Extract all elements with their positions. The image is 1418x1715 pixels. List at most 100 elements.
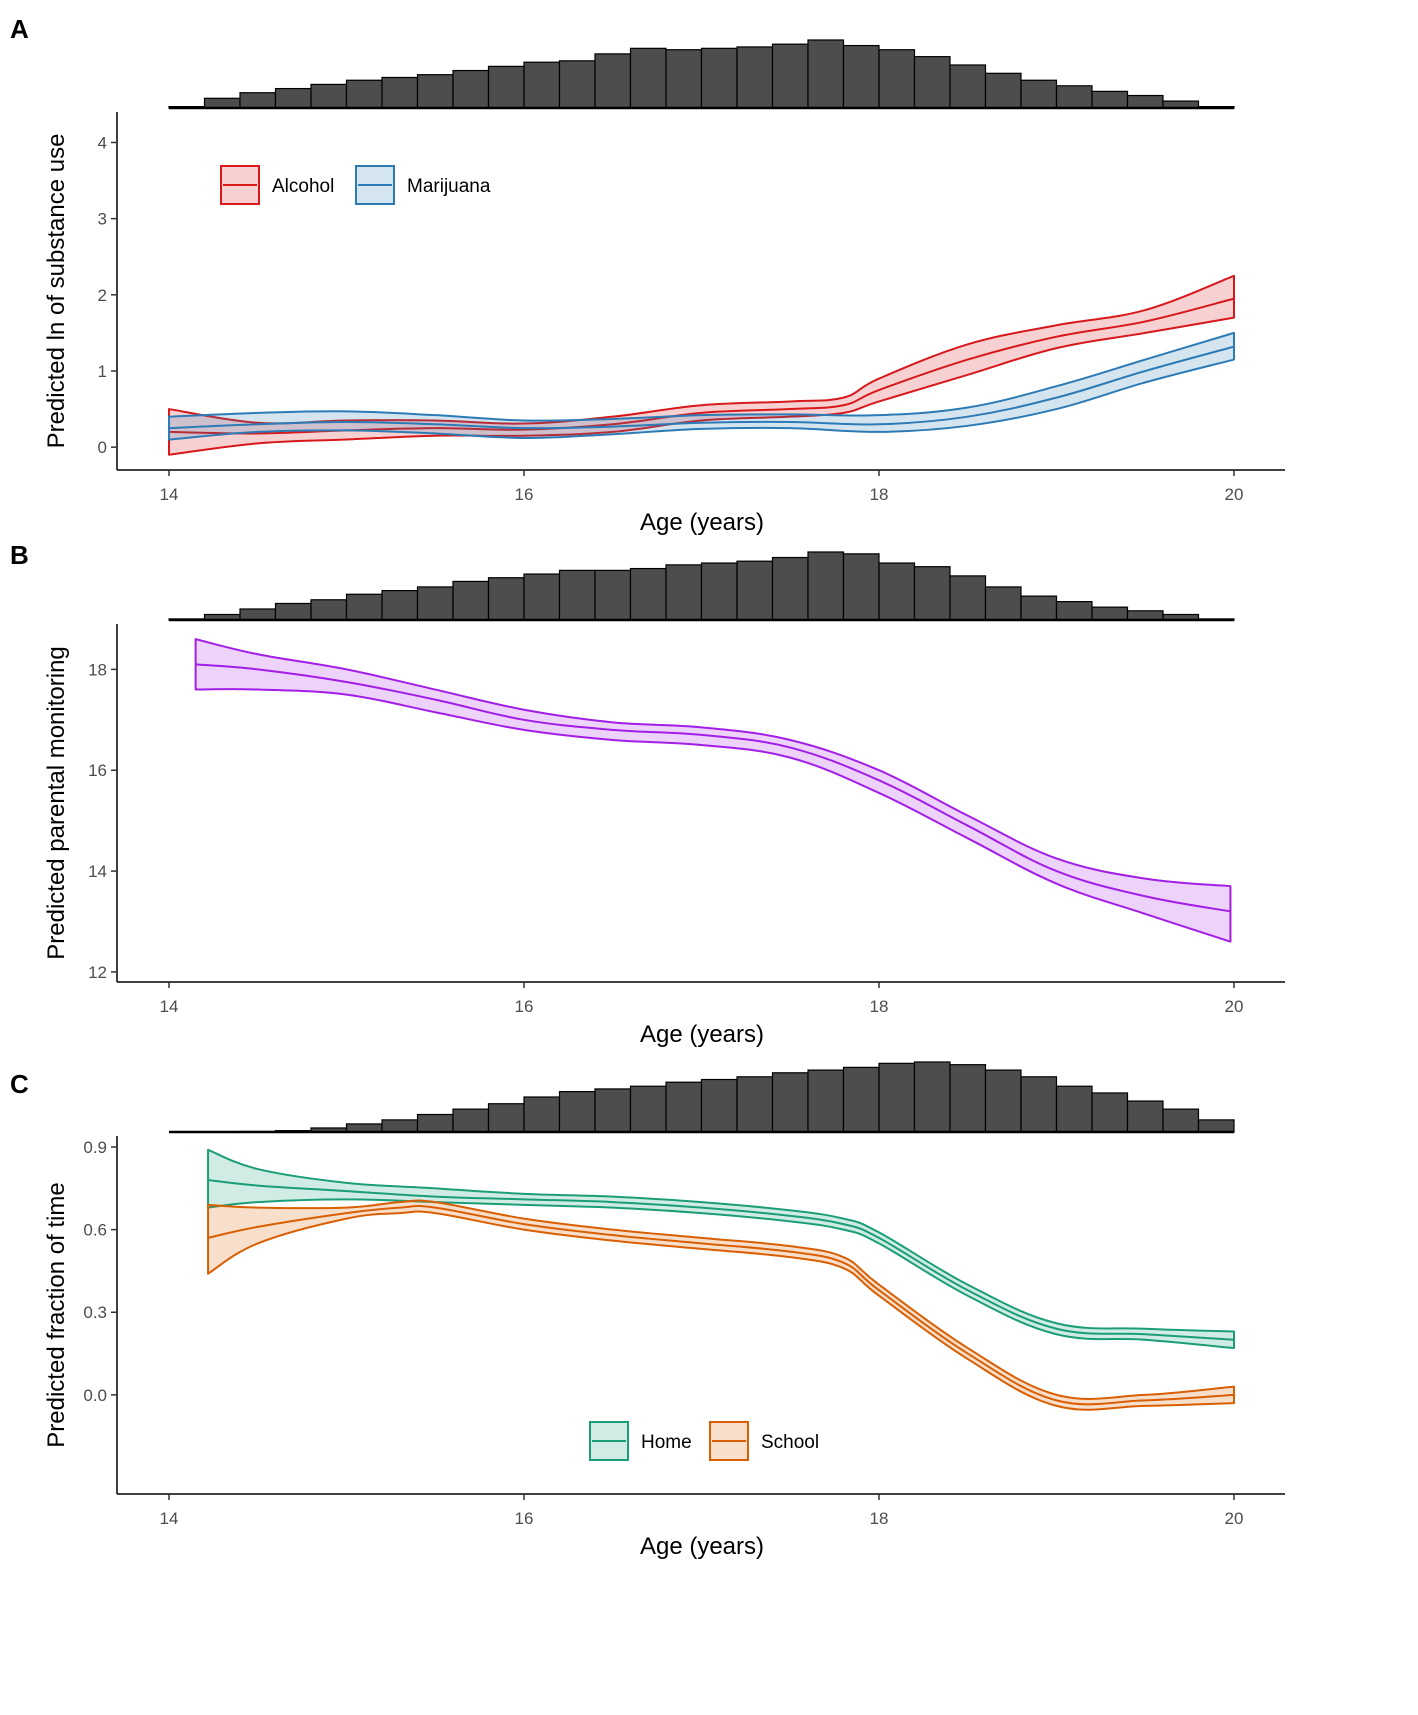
histogram-bar [984,1069,1022,1133]
histogram-bar [1091,90,1129,109]
panel-b: B 14 16 18 20 12 14 16 18 Age (years) Predicted pa… [10,540,1285,1048]
legend-label: School [761,1432,819,1453]
y-tick-label: 0 [98,438,107,457]
y-axis-title: Predicted fraction of time [43,1182,70,1447]
x-tick-label: 18 [870,997,889,1016]
histogram-bar [594,569,632,621]
histogram-bar [1020,595,1058,621]
series-home [207,1148,1235,1350]
histogram-bar [416,1113,454,1133]
histogram-bar [629,567,667,621]
histogram-bar [700,1078,738,1133]
x-tick-label: 16 [515,997,534,1016]
histogram-bar [984,72,1022,109]
confidence-band [168,274,1235,456]
x-tick-label: 20 [1225,1509,1244,1528]
histogram-bar [203,97,241,109]
legend: Alcohol Marijuana [220,165,491,205]
histogram-bar [878,562,916,621]
histogram-bar [736,46,774,109]
panel-letter: C [10,1069,29,1099]
y-tick-label: 1 [98,362,107,381]
x-tick-label: 18 [870,1509,889,1528]
histogram-bar [381,589,419,621]
y-tick-label: 0.9 [83,1138,107,1157]
confidence-band [207,1199,1235,1411]
x-axis-title: Age (years) [640,1533,764,1560]
histogram-bar [1055,601,1093,621]
histogram-bar [487,577,525,621]
age-histogram [169,1061,1235,1134]
confidence-band [207,1148,1235,1350]
legend-label: Home [641,1432,692,1453]
age-histogram [168,551,1235,622]
histogram-bar [487,65,525,109]
histogram-bar [1162,1108,1200,1133]
confidence-band [168,331,1235,441]
histogram-bar [1091,1092,1129,1133]
histogram-bar [523,1096,561,1133]
histogram-bar [1055,1085,1093,1133]
histogram-bar [558,1091,596,1133]
histogram-bar [523,573,561,621]
x-tick-label: 20 [1225,997,1244,1016]
fitted-line [168,345,1235,430]
histogram-bar [700,562,738,621]
series-monitoring [194,638,1232,943]
histogram-bar [629,47,667,109]
histogram-bar [310,599,348,621]
histogram-bar [913,566,951,621]
histogram-bar [1020,79,1058,109]
histogram-bar [913,1061,951,1133]
histogram-bar [665,49,703,109]
histogram-bar [416,74,454,109]
histogram-bar [771,1072,809,1133]
histogram-bar [629,1085,667,1133]
legend-item-school: School [709,1421,819,1461]
y-tick-label: 2 [98,286,107,305]
histogram-bar [984,586,1022,621]
x-tick-label: 14 [160,485,179,504]
x-axis-title: Age (years) [640,509,764,536]
x-tick-label: 14 [160,1509,179,1528]
histogram-bar [452,1108,490,1133]
y-axis-title: Predicted parental monitoring [43,646,70,960]
y-tick-label: 14 [88,862,107,881]
y-tick-label: 0.6 [83,1221,107,1240]
histogram-bar [807,551,845,621]
y-axis-title: Predicted ln of substance use [43,134,70,449]
histogram-bar [665,564,703,621]
series-school [207,1199,1235,1411]
histogram-bar [594,53,632,109]
legend: Home School [589,1421,819,1461]
histogram-bar [274,87,312,109]
legend-item-alcohol: Alcohol [220,165,334,205]
x-tick-label: 20 [1225,485,1244,504]
histogram-bar [1126,1100,1164,1133]
histogram-bar [807,1069,845,1133]
histogram-bar [239,608,277,621]
legend-label: Marijuana [407,176,491,197]
histogram-bar [239,92,277,109]
histogram-bar [345,593,383,621]
x-axis-title: Age (years) [640,1021,764,1048]
panel-letter: B [10,540,29,570]
histogram-bar [878,1062,916,1133]
histogram-bar [558,60,596,109]
histogram-bar [381,76,419,109]
panel-letter: A [10,14,29,44]
y-tick-label: 4 [98,133,107,152]
y-tick-label: 18 [88,660,107,679]
legend-item-home: Home [589,1421,692,1461]
histogram-bar [736,560,774,621]
histogram-bar [665,1081,703,1133]
histogram-bar [345,79,383,109]
y-tick-label: 3 [98,210,107,229]
histogram-bar [1091,606,1129,621]
x-tick-label: 16 [515,485,534,504]
histogram-bar [523,61,561,109]
histogram-bar [487,1103,525,1133]
y-tick-label: 0.3 [83,1303,107,1322]
age-histogram [168,39,1235,110]
